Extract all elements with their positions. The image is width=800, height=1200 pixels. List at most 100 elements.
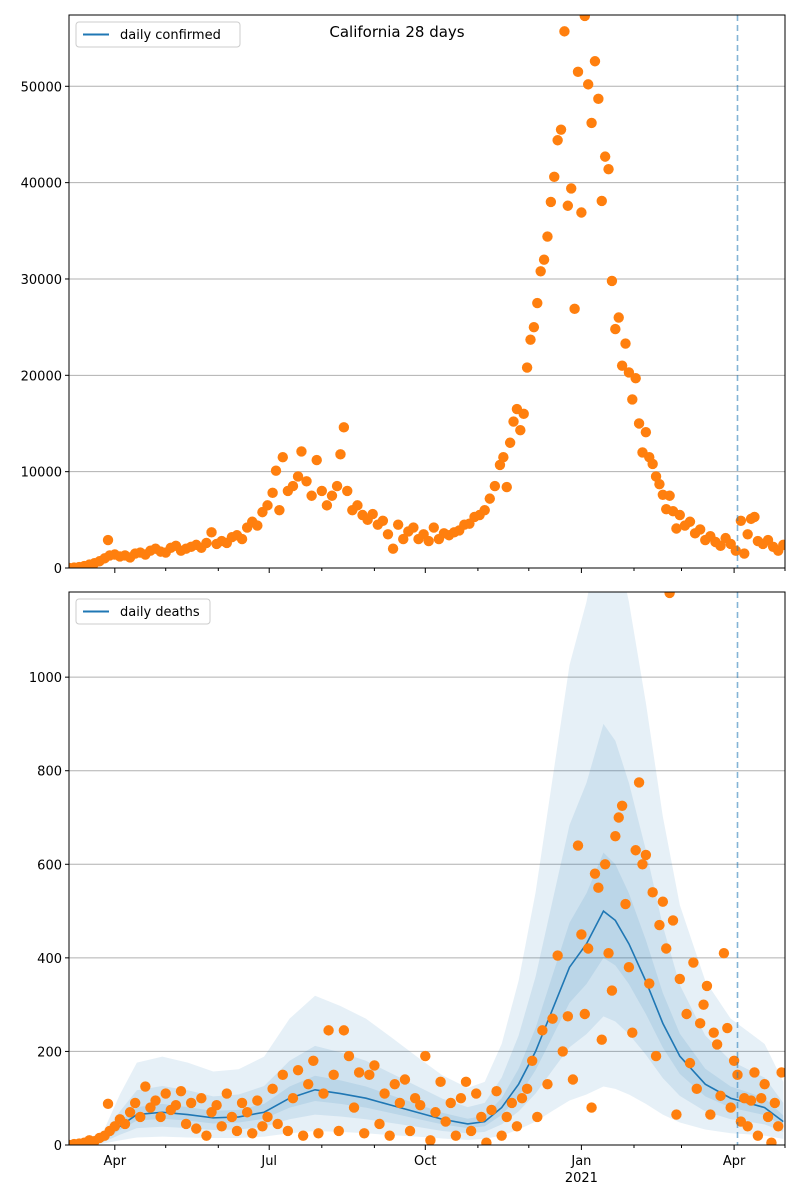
data-point: [333, 1125, 344, 1137]
data-point: [231, 1125, 243, 1137]
deaths-subplot: 0 200 400 600 800 1000 Apr Jul Oct Jan 2021 Apr dail…: [29, 591, 786, 1186]
data-point: [236, 1097, 248, 1109]
data-point: [501, 1111, 512, 1123]
data-point: [674, 973, 686, 985]
data-point: [756, 1093, 767, 1104]
data-point: [303, 1078, 314, 1090]
data-point: [313, 1128, 324, 1139]
data-point: [718, 947, 730, 959]
data-point: [270, 465, 282, 476]
data-point: [226, 1111, 238, 1123]
data-point: [559, 26, 570, 37]
data-point: [749, 511, 760, 523]
legend-box: [75, 21, 241, 48]
data-point: [140, 1081, 151, 1092]
data-point: [382, 529, 394, 540]
data-point: [301, 476, 312, 487]
x-tick-label: Jul: [260, 1154, 277, 1169]
data-point: [323, 1025, 334, 1036]
data-point: [616, 360, 628, 371]
x-tick-label: Apr: [104, 1154, 127, 1169]
data-point: [201, 1130, 212, 1141]
data-point: [119, 1118, 131, 1130]
data-point: [348, 1102, 360, 1113]
data-point: [155, 1111, 166, 1123]
data-point: [557, 1046, 568, 1057]
data-point: [778, 539, 785, 551]
data-point: [274, 504, 285, 516]
data-point: [616, 800, 628, 812]
data-point: [620, 338, 631, 349]
data-point: [306, 490, 317, 501]
data-point: [389, 1078, 400, 1090]
x-tick-sublabel: 2021: [565, 1171, 598, 1186]
data-point: [610, 323, 621, 335]
data-point: [343, 1050, 355, 1062]
data-point: [185, 1097, 197, 1109]
data-point: [496, 1130, 507, 1141]
data-point: [423, 535, 434, 547]
data-point: [715, 1090, 726, 1102]
data-point: [353, 1067, 365, 1078]
data-point: [593, 882, 604, 893]
data-point: [367, 508, 378, 520]
data-point: [596, 1034, 607, 1045]
data-point: [102, 1098, 114, 1110]
data-point: [359, 1128, 370, 1139]
data-point: [542, 1078, 553, 1090]
data-point: [555, 124, 567, 135]
data-point: [766, 1137, 777, 1145]
data-point: [392, 519, 404, 530]
data-point: [377, 515, 389, 526]
data-point: [430, 1107, 441, 1118]
data-point: [398, 533, 409, 545]
data-point: [287, 480, 299, 492]
data-point: [576, 929, 587, 940]
confidence-band-middle: [69, 723, 784, 1145]
data-point: [694, 524, 706, 535]
data-point: [460, 1076, 472, 1088]
y-tick-label: 400: [37, 952, 62, 967]
data-point: [296, 446, 307, 457]
legend-label: daily deaths: [120, 605, 200, 620]
data-point: [450, 1130, 462, 1141]
y-tick-label: 20000: [21, 369, 62, 384]
data-point: [586, 1102, 597, 1113]
data-point: [277, 1069, 288, 1081]
data-point: [408, 522, 419, 533]
data-point: [328, 1069, 339, 1081]
data-point: [501, 481, 512, 493]
data-point: [387, 543, 399, 554]
x-tick-label: Jan: [570, 1154, 591, 1169]
data-point: [776, 1067, 785, 1078]
data-point: [752, 1130, 764, 1141]
data-point: [338, 1025, 350, 1036]
data-point: [394, 1097, 406, 1109]
data-point: [282, 1125, 294, 1137]
data-point: [661, 943, 672, 954]
data-point: [742, 1121, 753, 1132]
data-point: [552, 950, 563, 961]
data-point: [535, 266, 546, 277]
data-point: [425, 1135, 436, 1145]
data-point: [759, 1078, 770, 1090]
confidence-band-outer: [69, 592, 784, 1145]
data-point: [476, 1111, 487, 1123]
data-point: [257, 1121, 268, 1132]
data-point: [627, 1027, 638, 1038]
data-point: [267, 487, 278, 499]
data-point: [316, 485, 328, 497]
data-point: [579, 15, 590, 22]
data-point: [569, 303, 580, 315]
data-point: [722, 1022, 733, 1034]
data-point: [691, 1083, 702, 1095]
data-point: [711, 1039, 723, 1050]
data-point: [613, 812, 624, 823]
data-point: [484, 493, 495, 504]
data-point: [684, 516, 696, 527]
data-point: [506, 1097, 518, 1109]
y-tick-label: 600: [37, 858, 62, 873]
data-point: [640, 849, 652, 861]
data-point: [241, 1107, 253, 1118]
